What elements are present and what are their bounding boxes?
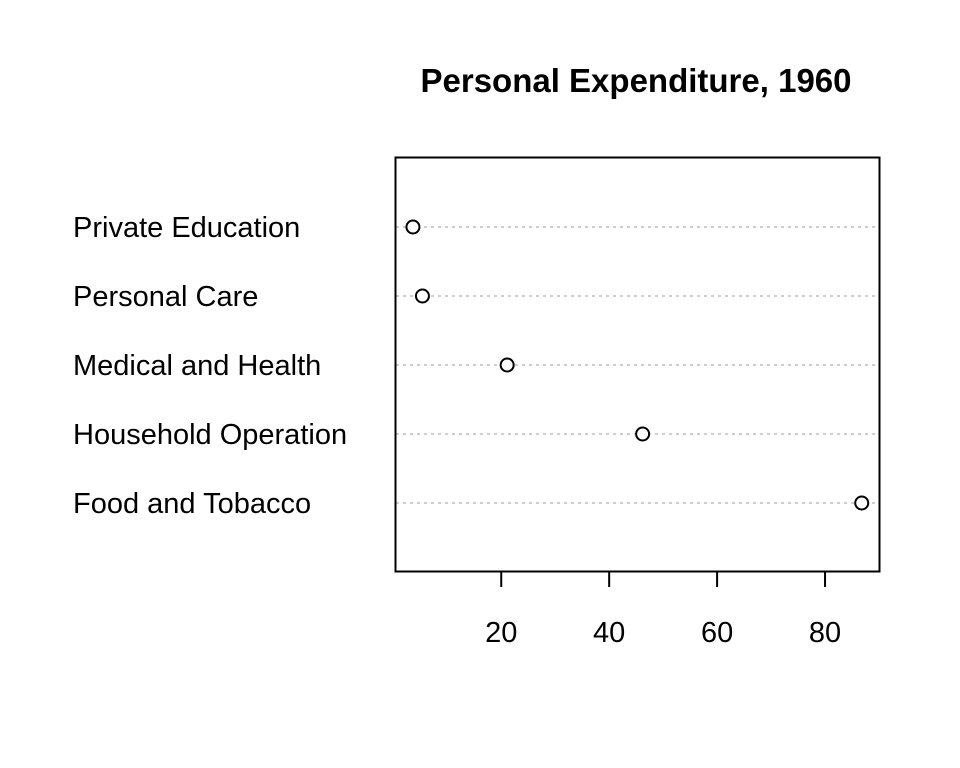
- point-private-education: [405, 219, 421, 235]
- category-labels: Private Education Personal Care Medical an…: [73, 212, 347, 520]
- x-tick-label-60: 60: [701, 617, 733, 649]
- point-medical-and-health: [499, 357, 515, 373]
- category-label-personal-care: Personal Care: [73, 281, 258, 313]
- guide-lines: [396, 226, 879, 504]
- category-label-food-and-tobacco: Food and Tobacco: [73, 488, 311, 520]
- x-tick-label-40: 40: [593, 617, 625, 649]
- point-food-and-tobacco: [854, 495, 870, 511]
- category-label-household-operation: Household Operation: [73, 419, 347, 451]
- chart-title: Personal Expenditure, 1960: [420, 62, 851, 99]
- category-label-private-education: Private Education: [73, 212, 300, 244]
- point-personal-care: [414, 288, 430, 304]
- data-points: [405, 219, 870, 511]
- x-axis: 20 40 60 80: [485, 571, 841, 649]
- point-household-operation: [635, 426, 651, 442]
- category-label-medical-and-health: Medical and Health: [73, 350, 321, 382]
- x-tick-label-20: 20: [485, 617, 517, 649]
- x-tick-label-80: 80: [809, 617, 841, 649]
- plot-frame: [394, 156, 881, 573]
